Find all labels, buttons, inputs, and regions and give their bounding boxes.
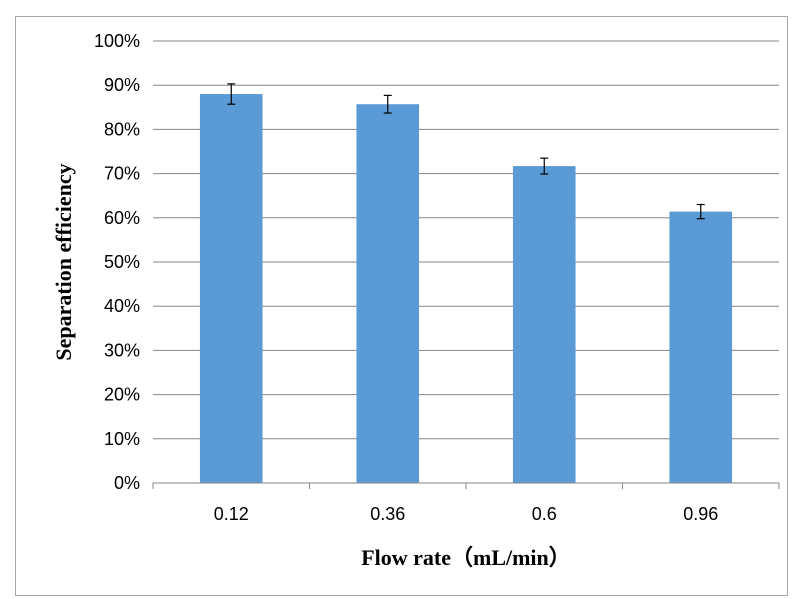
y-tick-label: 10% xyxy=(104,429,140,449)
y-tick-label: 40% xyxy=(104,296,140,316)
y-tick-labels: 0% 10% 20% 30% 40% 50% 60% 70% 80% 90% 100% xyxy=(94,31,140,493)
bar xyxy=(356,104,420,484)
bar xyxy=(669,211,733,483)
bars xyxy=(199,94,733,484)
y-tick-label: 60% xyxy=(104,208,140,228)
x-tick-label: 0.6 xyxy=(532,504,557,524)
y-tick-label: 50% xyxy=(104,252,140,272)
y-axis-title: Separation efficiency xyxy=(51,163,76,360)
x-tick-label: 0.96 xyxy=(683,504,718,524)
x-tick-labels: 0.12 0.36 0.6 0.96 xyxy=(214,504,719,524)
error-bars xyxy=(227,83,705,220)
x-tick-label: 0.12 xyxy=(214,504,249,524)
x-tick-label: 0.36 xyxy=(370,504,405,524)
y-tick-label: 80% xyxy=(104,119,140,139)
y-tick-label: 90% xyxy=(104,75,140,95)
y-tick-label: 20% xyxy=(104,385,140,405)
axes xyxy=(152,482,780,489)
y-tick-label: 0% xyxy=(114,473,140,493)
error-bar xyxy=(227,83,236,105)
x-axis-title: Flow rate（mL/min） xyxy=(361,545,571,570)
error-bar xyxy=(696,203,705,220)
error-bar xyxy=(383,94,392,114)
y-tick-label: 100% xyxy=(94,31,140,51)
bar xyxy=(199,94,263,483)
y-tick-label: 30% xyxy=(104,340,140,360)
error-bar xyxy=(540,157,549,175)
y-tick-label: 70% xyxy=(104,164,140,184)
bar xyxy=(512,166,576,483)
